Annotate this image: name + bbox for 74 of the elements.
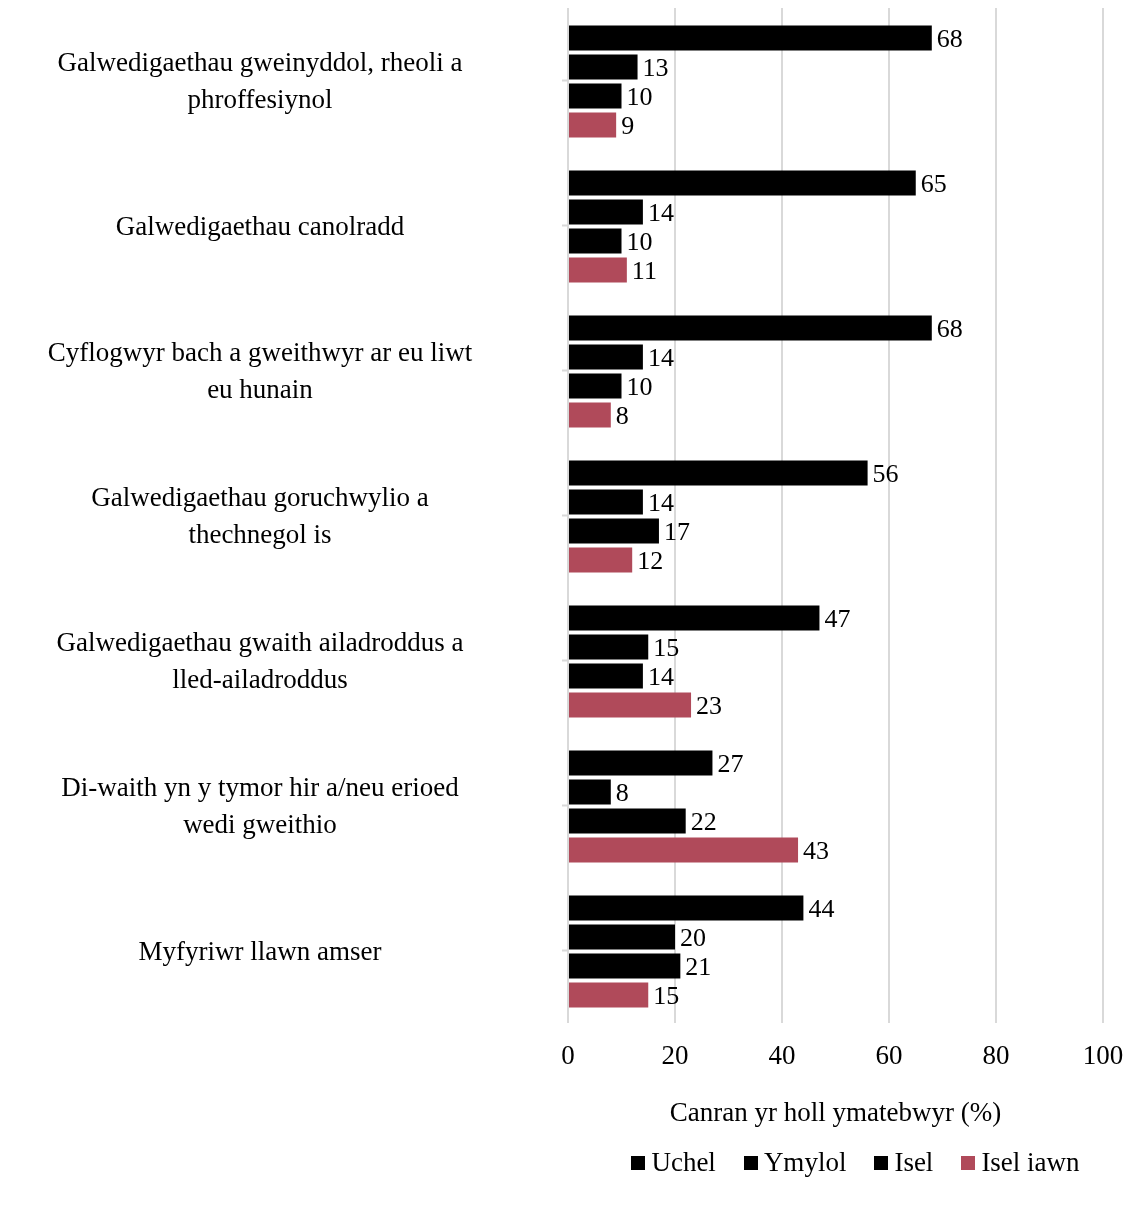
bar — [568, 634, 649, 660]
y-tick-label: Galwedigaethau goruchwylio a thechnegol is — [91, 482, 429, 549]
data-label: 27 — [717, 749, 744, 779]
data-label: 47 — [824, 604, 851, 634]
data-label: 9 — [621, 111, 635, 141]
legend-label: Ymylol — [763, 1147, 847, 1178]
bar — [568, 25, 932, 51]
x-tick-label: 20 — [661, 1040, 689, 1071]
data-label: 65 — [920, 169, 947, 199]
data-label: 11 — [631, 256, 657, 286]
bar — [568, 518, 659, 544]
data-label: 8 — [615, 401, 629, 431]
data-label: 12 — [637, 546, 664, 576]
y-tick-label: Galwedigaethau gweinyddol, rheoli a phroffesiynol — [57, 47, 463, 114]
data-label: 43 — [803, 836, 830, 866]
bar — [568, 199, 643, 225]
data-label: 17 — [663, 517, 690, 547]
x-tick-label: 60 — [875, 1040, 903, 1071]
data-label: 23 — [696, 691, 723, 721]
data-label: 14 — [647, 662, 674, 692]
y-tick-label: Galwedigaethau canolradd — [115, 210, 405, 241]
data-label: 68 — [936, 24, 963, 54]
bar — [568, 489, 643, 515]
bar — [568, 112, 617, 138]
bar — [568, 170, 916, 196]
data-label: 15 — [653, 981, 680, 1011]
data-label: 10 — [626, 82, 653, 112]
bar — [568, 953, 681, 979]
bar — [568, 692, 692, 718]
bar — [568, 257, 627, 283]
bar — [568, 83, 622, 109]
y-tick-label: Cyflogwyr bach a gweithwyr ar eu liwt eu hunain — [47, 337, 473, 404]
bar — [568, 228, 622, 254]
x-axis-title: Canran yr holl ymatebwyr (%) — [669, 1097, 1002, 1127]
data-label: 14 — [647, 198, 674, 228]
x-tick-label: 40 — [768, 1040, 796, 1071]
data-label: 10 — [626, 372, 653, 402]
legend-label: Isel — [894, 1147, 934, 1178]
y-tick-label: Di-waith yn y tymor hir a/neu erioed wedi gweithio — [61, 772, 460, 839]
bar — [568, 344, 643, 370]
data-label: 15 — [653, 633, 680, 663]
bar — [568, 895, 804, 921]
data-label: 10 — [626, 227, 653, 257]
bar — [568, 663, 643, 689]
bar — [568, 373, 622, 399]
legend-label: Isel iawn — [981, 1147, 1080, 1178]
legend-label: Uchel — [651, 1147, 716, 1178]
bar — [568, 547, 633, 573]
data-label: 13 — [642, 53, 669, 83]
data-label: 44 — [808, 894, 835, 924]
bar — [568, 315, 932, 341]
data-label: 14 — [647, 343, 674, 373]
bar — [568, 808, 686, 834]
data-label: 22 — [690, 807, 717, 837]
x-tick-label: 0 — [561, 1040, 575, 1071]
data-label: 68 — [936, 314, 963, 344]
data-label: 21 — [685, 952, 712, 982]
data-label: 20 — [680, 923, 706, 953]
data-label: 56 — [872, 459, 899, 489]
x-tick-label: 100 — [1082, 1040, 1124, 1071]
bar — [568, 982, 649, 1008]
data-label: 8 — [615, 778, 629, 808]
bar — [568, 460, 868, 486]
data-label: 14 — [647, 488, 674, 518]
bar — [568, 924, 675, 950]
bar — [568, 837, 799, 863]
bar — [568, 779, 611, 805]
y-tick-label: Myfyriwr llawn amser — [138, 935, 382, 966]
y-tick-label: Galwedigaethau gwaith ailadroddus a lled-ailadroddus — [56, 627, 464, 694]
bar — [568, 402, 611, 428]
bar — [568, 750, 713, 776]
bar — [568, 605, 820, 631]
bar — [568, 54, 638, 80]
x-tick-label: 80 — [982, 1040, 1010, 1071]
